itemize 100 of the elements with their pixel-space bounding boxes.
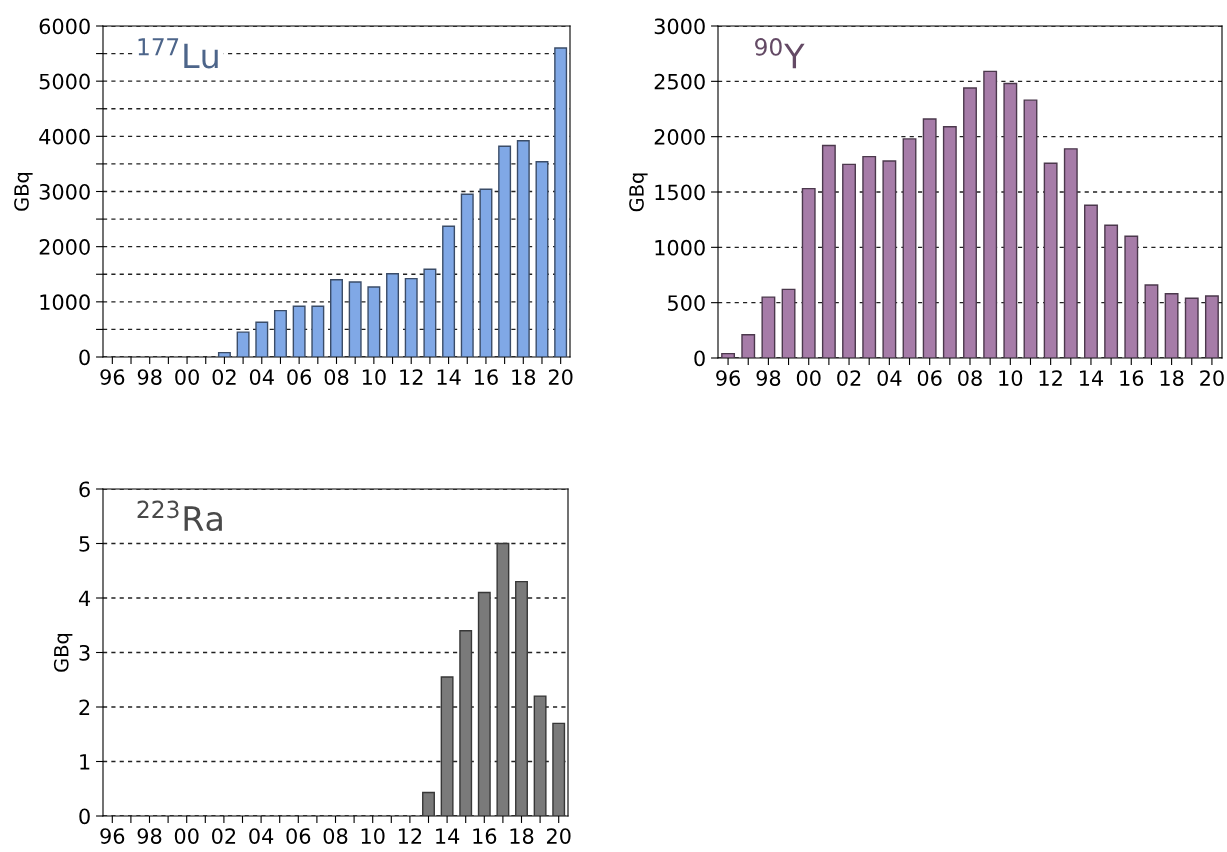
x-tick-label: 06 — [286, 828, 311, 844]
bar — [902, 138, 917, 358]
y-tick-label: 4 — [78, 590, 91, 606]
bar — [1184, 297, 1199, 358]
y-tick-label: 5000 — [39, 73, 90, 90]
bar — [255, 321, 269, 357]
x-tick-label: 02 — [212, 369, 236, 385]
bar — [942, 126, 957, 358]
x-tick-label: 06 — [917, 370, 942, 386]
bar — [1084, 204, 1098, 358]
x-tick-label: 14 — [436, 828, 460, 844]
y-tick-label: 4000 — [39, 128, 90, 145]
y-tick-label: 3 — [79, 644, 90, 661]
bar — [273, 309, 287, 357]
x-tick-label: 16 — [473, 828, 497, 844]
bar — [1003, 82, 1018, 358]
x-tick-label: 96 — [100, 828, 125, 844]
bar — [217, 351, 231, 357]
y-tick-label: 1500 — [655, 184, 705, 201]
x-tick-label: 12 — [1039, 370, 1062, 386]
y-tick-label: 3000 — [39, 183, 90, 200]
bar — [386, 273, 400, 357]
x-tick-label: 18 — [1160, 370, 1184, 386]
x-tick-label: 04 — [249, 369, 274, 385]
x-tick-label: 04 — [249, 828, 274, 844]
bar — [554, 47, 568, 357]
y-tick-label: 6 — [79, 481, 90, 498]
bar — [404, 277, 418, 357]
y-tick-label: 1000 — [655, 239, 705, 256]
x-tick-label: 98 — [756, 370, 781, 386]
bar — [311, 305, 325, 357]
y-tick-label: 2 — [79, 699, 90, 715]
bar — [882, 160, 897, 358]
bar — [1204, 295, 1219, 358]
bar — [423, 268, 437, 357]
y-tick-label: 2500 — [654, 73, 705, 90]
y-tick-label: 1 — [80, 754, 90, 770]
y-tick-label: 0 — [79, 349, 90, 366]
x-tick-label: 16 — [474, 369, 498, 385]
bar — [741, 334, 756, 358]
bar — [983, 70, 998, 358]
bar — [236, 331, 250, 357]
x-tick-label: 00 — [796, 370, 821, 386]
bar — [1104, 224, 1119, 358]
chart-title: $^{223}$Ra — [137, 500, 222, 532]
y-tick-label: 2000 — [39, 239, 90, 255]
bar — [367, 286, 381, 357]
bar — [516, 140, 530, 357]
bar — [842, 163, 856, 358]
chart-title: $^{177}$Lu — [138, 38, 218, 69]
bar — [821, 144, 836, 358]
x-tick-label: 96 — [100, 369, 125, 385]
bar — [479, 188, 493, 357]
x-tick-label: 00 — [174, 828, 199, 844]
bar — [535, 161, 549, 357]
x-tick-label: 16 — [1120, 370, 1144, 386]
bar — [721, 352, 736, 358]
x-tick-label: 18 — [512, 369, 536, 385]
bar — [498, 145, 512, 357]
bar — [1164, 293, 1179, 358]
x-tick-label: 12 — [400, 369, 423, 385]
y-tick-label: 0 — [694, 350, 705, 367]
bar — [552, 722, 566, 816]
y-axis-title: GBq — [14, 172, 33, 211]
x-tick-label: 08 — [324, 369, 349, 385]
bar — [348, 281, 362, 357]
bar — [1023, 99, 1038, 358]
x-tick-label: 18 — [510, 828, 534, 844]
x-tick-label: 02 — [837, 370, 861, 386]
x-tick-label: 08 — [323, 828, 348, 844]
y-tick-label: 6000 — [39, 18, 90, 35]
bar — [496, 542, 510, 816]
bar — [761, 296, 776, 358]
x-tick-label: 14 — [1079, 370, 1104, 386]
y-tick-label: 1000 — [40, 294, 90, 311]
x-tick-label: 04 — [877, 370, 902, 386]
bar — [1144, 284, 1159, 358]
bar — [442, 225, 456, 357]
x-tick-label: 08 — [958, 370, 982, 386]
y-axis-title: GBq — [53, 633, 73, 672]
bar — [1124, 235, 1139, 358]
x-tick-label: 20 — [546, 828, 571, 844]
x-tick-label: 20 — [1200, 370, 1224, 386]
bar — [801, 187, 816, 358]
bar — [477, 591, 491, 816]
x-tick-label: 12 — [398, 828, 422, 844]
x-tick-label: 10 — [361, 828, 385, 844]
y-tick-label: 5 — [79, 536, 90, 552]
x-tick-label: 06 — [287, 369, 312, 385]
bar — [459, 630, 473, 816]
x-tick-label: 14 — [437, 369, 461, 385]
x-tick-label: 20 — [548, 369, 573, 385]
x-tick-label: 98 — [137, 369, 162, 385]
bar — [460, 193, 474, 357]
y-axis-title: GBq — [629, 173, 648, 212]
x-tick-label: 10 — [362, 369, 386, 385]
x-tick-label: 96 — [716, 370, 741, 386]
bar — [781, 288, 796, 358]
y-tick-label: 3000 — [654, 18, 705, 35]
bar — [422, 791, 435, 816]
